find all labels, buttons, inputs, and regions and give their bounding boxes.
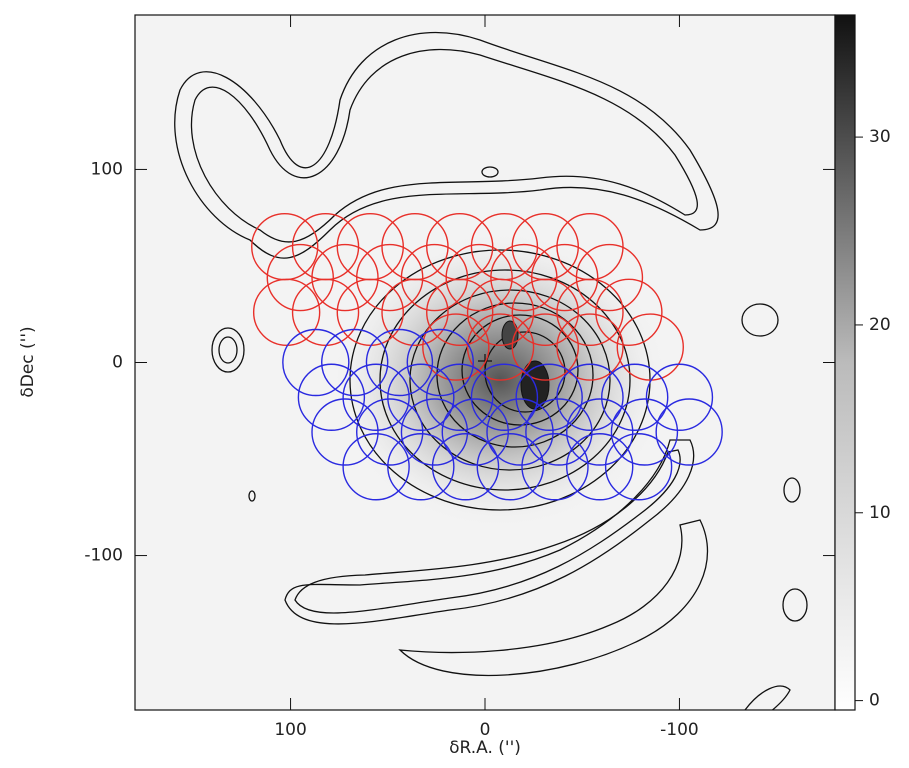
beam-circle	[431, 433, 500, 501]
beam-circle	[342, 363, 410, 431]
beam-circle	[604, 433, 673, 501]
beam-circle	[610, 398, 679, 466]
beam-circle	[441, 398, 509, 466]
colorbar-tick-label: 10	[869, 503, 891, 523]
beam-circle	[400, 243, 469, 312]
beam-circle	[466, 278, 535, 347]
beam-circle	[566, 398, 634, 466]
beam-circle	[476, 433, 544, 501]
beam-circle	[556, 278, 624, 347]
beam-circle	[466, 313, 535, 381]
y-tick-label: 0	[112, 353, 123, 373]
beam-circle	[422, 313, 490, 381]
beam-circle	[470, 363, 539, 431]
beam-circle	[595, 278, 663, 347]
beam-circle	[445, 243, 513, 312]
beam-circle	[336, 278, 404, 347]
beam-circle	[365, 328, 434, 397]
beam-circle	[616, 313, 684, 381]
beam-circle	[342, 433, 410, 501]
x-axis-label: δR.A. ('')	[449, 738, 521, 758]
beam-circle	[511, 313, 579, 381]
beam-circle	[252, 278, 321, 347]
colorbar	[834, 14, 856, 711]
x-tick-label: 100	[274, 720, 306, 740]
colorbar-tick-label: 20	[869, 315, 891, 335]
beam-circle	[387, 363, 455, 431]
beam-circle	[566, 433, 634, 501]
beam-circle	[311, 398, 379, 466]
beam-circle	[406, 328, 474, 397]
beam-circle	[282, 328, 350, 397]
beam-circle	[387, 433, 455, 501]
beam-circle	[525, 398, 593, 466]
beam-circle	[426, 363, 494, 431]
colorbar-tick-label: 30	[869, 127, 891, 147]
x-tick-label: 0	[480, 720, 491, 740]
beam-circle	[515, 363, 583, 431]
colorbar-tick-label: 0	[869, 691, 880, 711]
beam-circle	[575, 243, 644, 312]
beam-circle	[426, 278, 494, 347]
beam-circle	[266, 243, 334, 312]
beam-circle	[490, 243, 558, 312]
beam-circle	[400, 398, 469, 466]
y-axis-label: δDec ('')	[18, 326, 38, 397]
x-tick-label: -100	[660, 720, 699, 740]
beam-circle	[321, 328, 389, 397]
beam-circle	[311, 243, 379, 312]
beam-circle	[291, 278, 360, 347]
y-tick-label: 100	[91, 159, 123, 179]
beam-circle	[645, 363, 714, 431]
beam-circle	[531, 243, 599, 312]
beam-circle	[486, 398, 554, 466]
beam-circle	[521, 433, 589, 501]
beam-circle	[511, 278, 579, 347]
beam-circle	[556, 313, 624, 381]
beam-circle	[381, 278, 449, 347]
beam-circle	[297, 363, 366, 431]
beam-circle	[655, 398, 723, 466]
y-tick-label: -100	[84, 546, 123, 566]
center-marker	[478, 354, 492, 368]
beam-circle	[601, 363, 669, 431]
beam-circle	[356, 243, 424, 312]
beam-circle	[556, 363, 624, 431]
beam-circle	[356, 398, 424, 466]
